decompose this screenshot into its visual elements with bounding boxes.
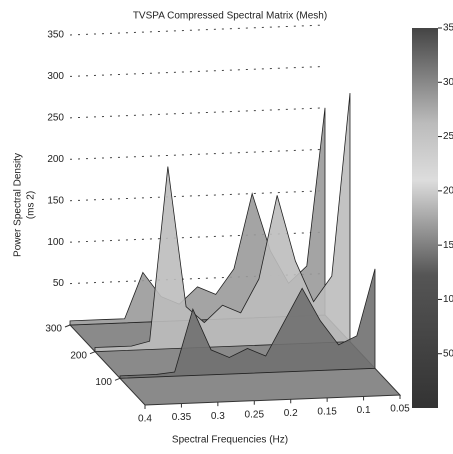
grid-line: [69, 107, 326, 119]
y-tick: [114, 377, 121, 381]
colorbar-tick-label: 150: [443, 240, 453, 251]
colorbar-tick-label: 50: [443, 348, 453, 359]
z-tick-label: 200: [47, 154, 64, 165]
chart-title: TVSPA Compressed Spectral Matrix (Mesh): [133, 11, 327, 22]
z-tick-label: 50: [53, 278, 65, 289]
x-tick-label: 0.1: [357, 405, 371, 416]
y-tick: [64, 324, 71, 328]
z-tick-label: 250: [47, 112, 64, 123]
z-tick-label: 300: [47, 71, 64, 82]
x-tick-label: 0.15: [317, 406, 337, 417]
grid-line: [69, 148, 326, 160]
grid-line: [69, 190, 326, 202]
grid-line: [69, 65, 326, 77]
colorbar-tick-label: 100: [443, 294, 453, 305]
y-tick: [89, 351, 96, 355]
colorbar-tick-label: 300: [443, 77, 453, 88]
x-tick-label: 0.05: [390, 404, 410, 415]
z-axis-label-group: Power Spectral Density (ms 2): [13, 153, 37, 257]
x-axis-label: Spectral Frequencies (Hz): [172, 435, 288, 446]
z-tick-label: 150: [47, 195, 64, 206]
y-tick-label: 200: [70, 350, 87, 361]
x-tick-label: 0.3: [211, 411, 225, 422]
z-tick-label: 100: [47, 237, 64, 248]
z-axis-label: (ms 2): [26, 191, 37, 219]
surface-slice: [119, 268, 376, 379]
x-tick-label: 0.35: [172, 412, 192, 423]
surface-slice: [94, 93, 351, 353]
x-tick-label: 0.2: [284, 408, 298, 419]
z-axis-label: Power Spectral Density: [13, 153, 24, 257]
y-tick-label: 100: [95, 377, 112, 388]
y-tick-label: 300: [45, 324, 62, 335]
colorbar-tick-label: 200: [443, 185, 453, 196]
colorbar-tick-label: 250: [443, 131, 453, 142]
z-tick-label: 350: [47, 30, 64, 41]
x-tick-label: 0.25: [245, 409, 265, 420]
grid-line: [69, 24, 326, 36]
colorbar: [412, 28, 438, 408]
colorbar-tick-label: 350: [443, 23, 453, 34]
x-tick-label: 0.4: [138, 414, 152, 425]
